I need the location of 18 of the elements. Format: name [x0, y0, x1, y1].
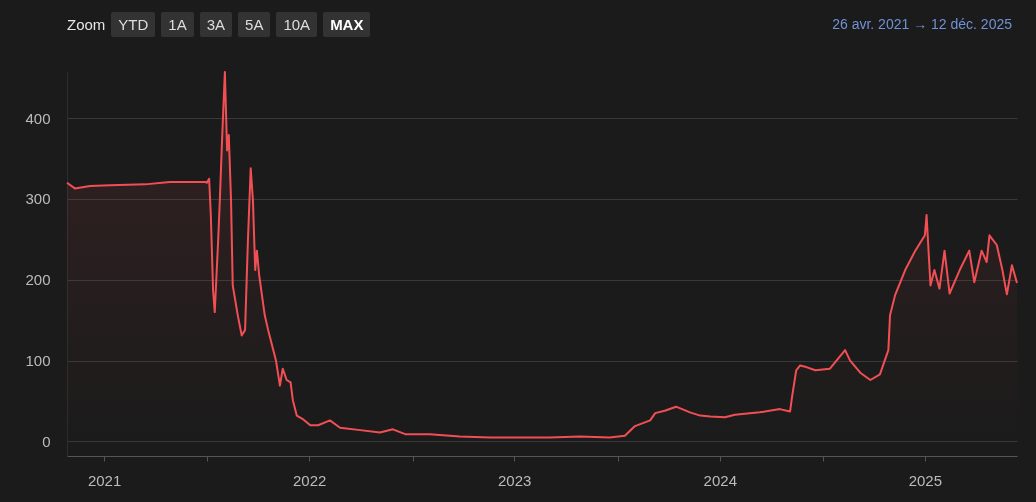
- x-tick-label: 2022: [292, 471, 327, 489]
- text: Zoom: [67, 16, 106, 33]
- text: MAX: [323, 12, 371, 37]
- y-tick-label: 200: [25, 271, 51, 289]
- text: 5A: [238, 12, 271, 37]
- text: 26 avr. 2021 → 12 déc. 2025: [832, 16, 1012, 32]
- x-tick-label: 2023: [498, 471, 532, 489]
- x-tick-label: 2025: [908, 471, 943, 489]
- x-tick-label: 2024: [703, 471, 737, 489]
- text: 10A: [276, 12, 318, 37]
- x-tick-label: 2021: [87, 471, 122, 489]
- text: 1A: [161, 12, 194, 37]
- y-tick-label: 400: [25, 109, 51, 127]
- y-tick-label: 300: [25, 190, 51, 208]
- y-tick-label: 0: [42, 432, 51, 450]
- y-tick-label: 100: [25, 352, 51, 370]
- text: 3A: [199, 12, 233, 37]
- text: YTD: [111, 12, 156, 37]
